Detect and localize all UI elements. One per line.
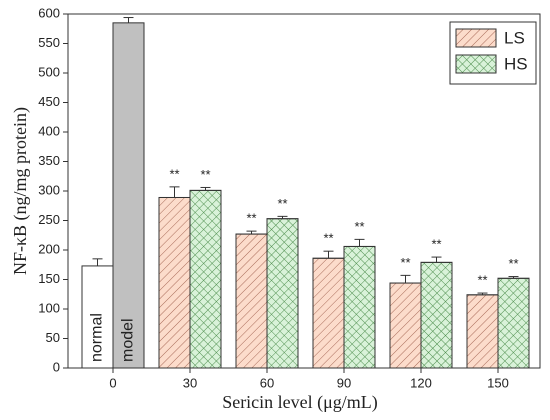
significance: **	[277, 196, 287, 211]
significance: **	[354, 219, 364, 234]
y-tick-label: 250	[38, 212, 60, 227]
y-tick-label: 100	[38, 300, 60, 315]
x-tick-label: 30	[183, 375, 197, 390]
x-tick-label: 150	[487, 375, 509, 390]
y-axis-title: NF-κB (ng/mg protein)	[10, 107, 31, 275]
significance: **	[200, 167, 210, 182]
x-tick-label: 90	[337, 375, 351, 390]
significance: **	[477, 273, 487, 288]
bar-hatch	[266, 218, 299, 369]
bar-label: model	[120, 318, 137, 362]
bar-hatch	[189, 189, 222, 369]
x-tick-label: 120	[410, 375, 432, 390]
bar-hatch	[343, 245, 376, 369]
y-tick-label: 300	[38, 182, 60, 197]
y-tick-label: 550	[38, 35, 60, 50]
legend-label: HS	[504, 54, 528, 73]
x-axis-title: Sericin level (μg/mL)	[222, 392, 378, 413]
y-tick-label: 200	[38, 241, 60, 256]
bar-label: normal	[89, 313, 106, 362]
bar-hatch	[389, 282, 422, 369]
y-tick-label: 500	[38, 64, 60, 79]
significance: **	[169, 166, 179, 181]
bar-hatch	[420, 261, 453, 369]
y-tick-label: 600	[38, 5, 60, 20]
legend-swatch-hatch	[455, 54, 497, 74]
x-tick-label: 60	[260, 375, 274, 390]
x-tick-label: 0	[109, 375, 116, 390]
significance: **	[400, 255, 410, 270]
y-tick-label: 0	[53, 359, 60, 374]
significance: **	[323, 231, 333, 246]
y-tick-label: 350	[38, 153, 60, 168]
legend-label: LS	[504, 28, 525, 47]
plot-frame	[67, 13, 541, 369]
y-tick-label: 450	[38, 94, 60, 109]
y-tick-label: 50	[46, 330, 60, 345]
significance: **	[508, 256, 518, 271]
significance: **	[246, 211, 256, 226]
legend-swatch-hatch	[455, 28, 497, 48]
y-tick-label: 400	[38, 123, 60, 138]
significance: **	[431, 237, 441, 252]
bar-hatch	[466, 294, 499, 369]
bar-hatch	[497, 277, 530, 369]
bar-hatch	[235, 233, 268, 369]
y-tick-label: 150	[38, 271, 60, 286]
bar	[112, 22, 145, 369]
bar-hatch	[158, 196, 191, 369]
bar-hatch	[312, 257, 345, 369]
